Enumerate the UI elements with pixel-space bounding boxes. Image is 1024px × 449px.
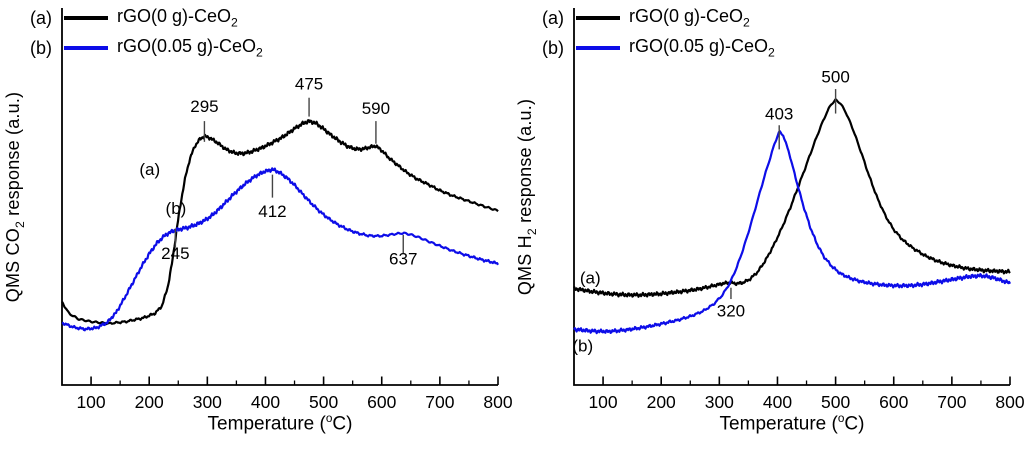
legend-label-a: rGO(0 g)-CeO2 bbox=[117, 6, 238, 30]
legend-tag-a: (a) bbox=[542, 7, 564, 28]
legend-line-sample-b bbox=[576, 46, 620, 50]
panel-h2: 100 200 300 400 500 600 700 800 500 403 320 (a) (b) … bbox=[512, 0, 1024, 449]
x-tick-label: 600 bbox=[879, 392, 908, 412]
peak-label: 295 bbox=[190, 97, 218, 116]
x-axis-title-co2: Temperature (oC) bbox=[207, 412, 353, 435]
curve-label: (a) bbox=[580, 269, 601, 288]
peak-label: 590 bbox=[362, 99, 390, 118]
curve-label: (b) bbox=[572, 336, 593, 355]
curve-label: (b) bbox=[166, 199, 187, 218]
x-tick-label: 800 bbox=[483, 392, 512, 412]
series-line-a bbox=[61, 119, 499, 326]
peak-label: 637 bbox=[389, 250, 417, 269]
legend-label-b: rGO(0.05 g)-CeO2 bbox=[629, 36, 775, 60]
x-tick-label: 800 bbox=[995, 392, 1024, 412]
legend-label-b: rGO(0.05 g)-CeO2 bbox=[117, 36, 263, 60]
x-axis-title-h2: Temperature (oC) bbox=[719, 412, 865, 435]
legend-tag-b: (b) bbox=[30, 37, 52, 58]
legend-line-sample-a bbox=[576, 16, 620, 20]
peak-label: 500 bbox=[821, 68, 849, 87]
panel-co2: 100 200 300 400 500 600 700 800 295 475 590 412 245 6… bbox=[3, 3, 512, 435]
legend-item-a: (a) rGO(0 g)-CeO2 bbox=[30, 3, 263, 33]
peak-label: 245 bbox=[161, 244, 189, 263]
x-tick-label: 700 bbox=[937, 392, 966, 412]
h2-chart-canvas: 100 200 300 400 500 600 700 800 500 403 320 (a) (b) bbox=[572, 8, 1024, 412]
legend-tag-b: (b) bbox=[542, 37, 564, 58]
x-tick-label: 300 bbox=[193, 392, 222, 412]
x-tick-label: 300 bbox=[705, 392, 734, 412]
legend-label-a: rGO(0 g)-CeO2 bbox=[629, 6, 750, 30]
x-tick-label: 500 bbox=[309, 392, 338, 412]
series-line-b bbox=[573, 130, 1011, 335]
peak-label: 403 bbox=[765, 105, 793, 124]
co2-chart-canvas: 100 200 300 400 500 600 700 800 295 475 590 412 245 6… bbox=[61, 8, 512, 412]
y-axis-title-co2: QMS CO2 response (a.u.) bbox=[3, 91, 27, 303]
legend-co2: (a) rGO(0 g)-CeO2 (b) rGO(0.05 g)-CeO2 bbox=[30, 3, 263, 63]
x-tick-label: 100 bbox=[588, 392, 617, 412]
series-line-a bbox=[572, 98, 1011, 298]
legend-line-sample-b bbox=[64, 46, 108, 50]
legend-tag-a: (a) bbox=[30, 7, 52, 28]
x-tick-label: 700 bbox=[425, 392, 454, 412]
x-tick-label: 400 bbox=[763, 392, 792, 412]
x-tick-label: 600 bbox=[367, 392, 396, 412]
series-line-b bbox=[61, 167, 499, 332]
curve-label: (a) bbox=[139, 160, 160, 179]
x-tick-label: 200 bbox=[135, 392, 164, 412]
axes bbox=[61, 8, 498, 386]
y-axis-title-h2: QMS H2 response (a.u.) bbox=[515, 98, 539, 296]
peak-label: 320 bbox=[717, 301, 745, 320]
x-tick-label: 200 bbox=[647, 392, 676, 412]
peak-label: 412 bbox=[258, 202, 286, 221]
x-tick-label: 500 bbox=[821, 392, 850, 412]
legend-item-a: (a) rGO(0 g)-CeO2 bbox=[542, 3, 775, 33]
legend-line-sample-a bbox=[64, 16, 108, 20]
peak-label: 475 bbox=[295, 74, 323, 93]
legend-item-b: (b) rGO(0.05 g)-CeO2 bbox=[30, 33, 263, 63]
x-tick-label: 100 bbox=[76, 392, 105, 412]
legend-h2: (a) rGO(0 g)-CeO2 (b) rGO(0.05 g)-CeO2 bbox=[542, 3, 775, 63]
legend-item-b: (b) rGO(0.05 g)-CeO2 bbox=[542, 33, 775, 63]
x-tick-label: 400 bbox=[251, 392, 280, 412]
